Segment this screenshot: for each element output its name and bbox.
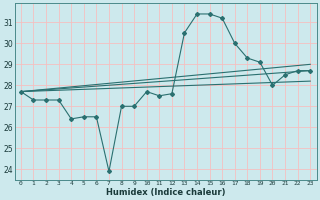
X-axis label: Humidex (Indice chaleur): Humidex (Indice chaleur)	[106, 188, 225, 197]
